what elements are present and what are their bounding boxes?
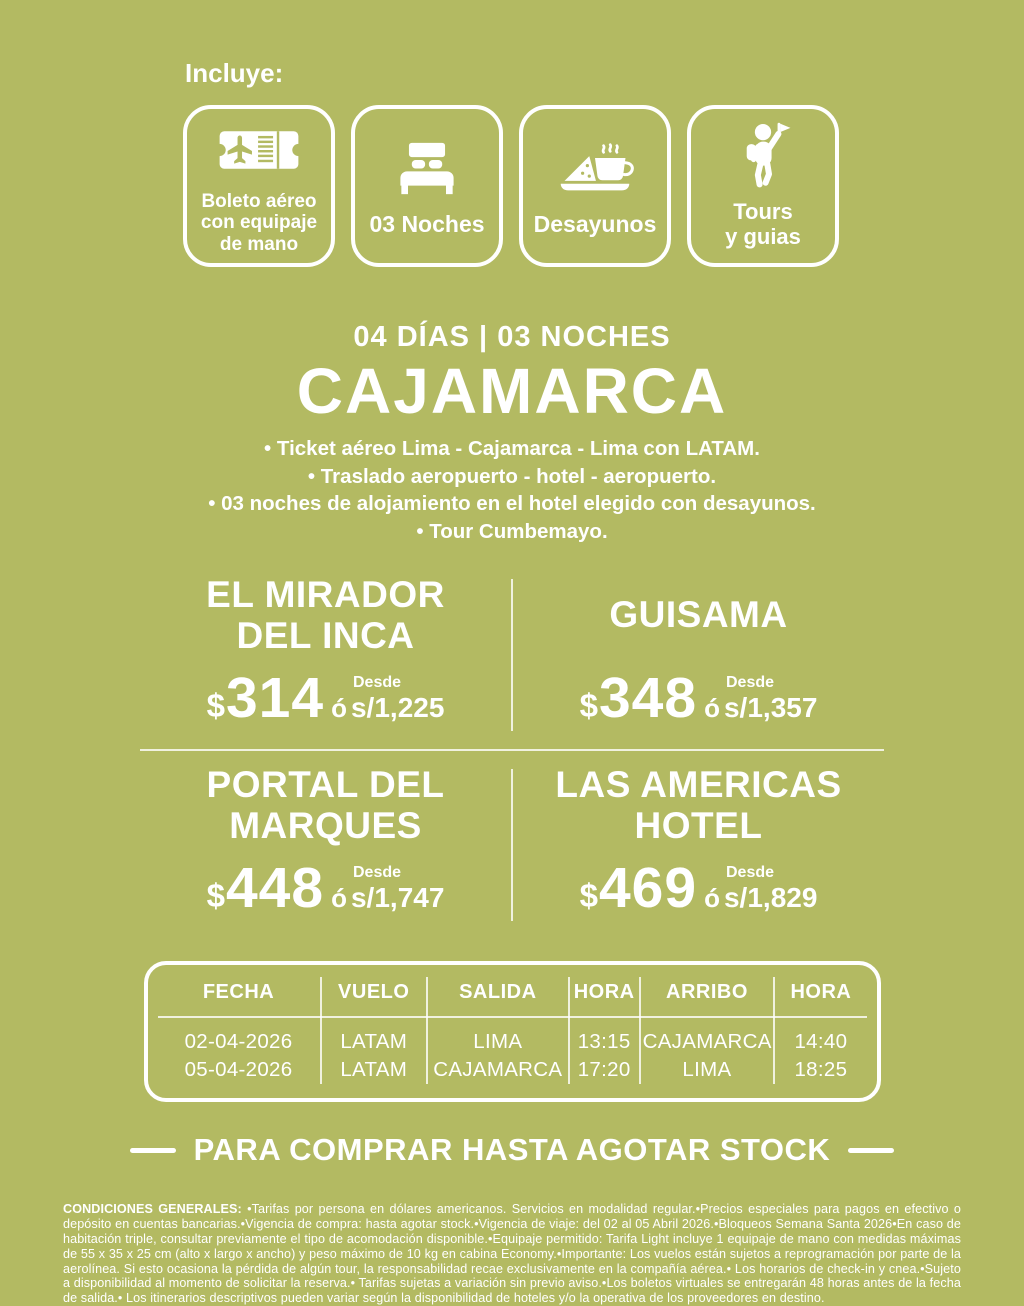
flight-cell-salida: CAJAMARCA (426, 1056, 570, 1085)
desde-label: Desde (352, 864, 402, 882)
currency-symbol: $ (206, 688, 226, 726)
flight-cell-fecha: 02-04-2026 (157, 1017, 322, 1057)
price-usd: $348 (579, 666, 698, 731)
price-or: ó (331, 883, 347, 914)
includes-section: Incluye: (183, 0, 841, 267)
price-pen: s/1,357 (723, 692, 818, 724)
hotels-section: EL MIRADOR DEL INCA $314 ó Desde s/1,225 GU… (140, 565, 884, 935)
col-header-hora-salida: HORA (568, 977, 641, 1019)
flight-cell-arribo: CAJAMARCA (639, 1017, 776, 1057)
flight-cell-salida: LIMA (426, 1017, 570, 1057)
price-pen-block: Desde s/1,357 (724, 675, 817, 722)
hotel-card-guisama: GUISAMA $348 ó Desde s/1,357 (513, 565, 884, 745)
conditions-text: •Tarifas por persona en dólares american… (63, 1202, 961, 1306)
flight-cell-arribo: LIMA (639, 1056, 776, 1085)
destination-title: CAJAMARCA (296, 355, 728, 427)
flight-cell-hora-salida: 13:15 (568, 1017, 641, 1057)
hotel-name: EL MIRADOR DEL INCA (206, 573, 445, 657)
include-label-flight-ticket: Boleto aéreo con equipaje de mano (200, 191, 318, 255)
price-or: ó (331, 693, 347, 724)
hotel-price: $448 ó Desde s/1,747 (207, 855, 445, 921)
price-pen: s/1,747 (350, 882, 445, 914)
flight-cell-hora-arribo: 14:40 (794, 1030, 848, 1054)
price-usd: $448 (206, 856, 325, 921)
plane-ticket-icon (216, 117, 302, 182)
flight-table: FECHA VUELO SALIDA HORA ARRIBO HORA 02-0… (157, 977, 867, 1085)
flight-cell-vuelo: LATAM (320, 1017, 428, 1057)
flight-row-outbound: 02-04-2026 LATAM LIMA 13:15 CAJAMARCA 14… (157, 1017, 867, 1057)
col-header-hora-arribo: HORA (774, 977, 867, 1019)
bed-icon (389, 135, 465, 203)
includes-title: Incluye: (185, 58, 284, 88)
hotel-name: PORTAL DEL MARQUES (206, 763, 445, 847)
col-header-arribo: ARRIBO (639, 977, 776, 1019)
currency-symbol: $ (579, 878, 599, 916)
bullet-item: • Traslado aeropuerto - hotel - aeropuer… (307, 464, 717, 488)
bullet-item: • Tour Cumbemayo. (416, 519, 608, 543)
includes-boxes: Boleto aéreo con equipaje de mano 03 Noc… (183, 105, 841, 267)
price-pen-block: Desde s/1,829 (724, 865, 817, 912)
horizontal-divider (140, 749, 884, 752)
include-label-nights: 03 Noches (369, 210, 485, 237)
col-header-vuelo: VUELO (320, 977, 428, 1019)
price-pen: s/1,829 (723, 882, 818, 914)
hotel-name: LAS AMERICAS HOTEL (555, 763, 842, 847)
trip-duration: 04 DÍAS | 03 NOCHES (353, 321, 671, 353)
col-header-salida: SALIDA (426, 977, 570, 1019)
flight-schedule-panel: FECHA VUELO SALIDA HORA ARRIBO HORA 02-0… (143, 961, 881, 1103)
price-pen: s/1,225 (350, 692, 445, 724)
price-pen-block: Desde s/1,747 (351, 865, 444, 912)
tour-guide-icon (733, 122, 793, 191)
include-box-breakfast: Desayunos (519, 105, 671, 267)
hero-section: 04 DÍAS | 03 NOCHES CAJAMARCA • Ticket a… (0, 321, 1024, 545)
cta-dash-right (848, 1147, 895, 1153)
cta-banner: PARA COMPRAR HASTA AGOTAR STOCK (0, 1132, 1024, 1168)
price-or: ó (704, 883, 720, 914)
flight-row-return: 05-04-2026 LATAM CAJAMARCA 17:20 LIMA 18… (157, 1056, 867, 1085)
hotel-card-portal-del-marques: PORTAL DEL MARQUES $448 ó Desde s/1,747 (140, 755, 511, 935)
flight-cell-vuelo: LATAM (320, 1056, 428, 1085)
flight-table-header-row: FECHA VUELO SALIDA HORA ARRIBO HORA (157, 977, 867, 1019)
flight-cell-hora-salida: 17:20 (568, 1056, 641, 1085)
flight-cell-hora-arribo: 18:25 (794, 1058, 848, 1082)
conditions-label: CONDICIONES GENERALES: (63, 1202, 242, 1217)
vertical-divider (511, 579, 513, 732)
vertical-divider (511, 769, 513, 922)
include-label-tours: Tours y guias (725, 198, 801, 249)
hotel-card-el-mirador: EL MIRADOR DEL INCA $314 ó Desde s/1,225 (140, 565, 511, 745)
general-conditions: CONDICIONES GENERALES: •Tarifas por pers… (63, 1202, 961, 1306)
hotel-row: EL MIRADOR DEL INCA $314 ó Desde s/1,225 GU… (140, 565, 884, 745)
desde-label: Desde (725, 674, 775, 692)
price-usd: $469 (579, 856, 698, 921)
hotel-name: GUISAMA (609, 594, 788, 636)
currency-symbol: $ (206, 878, 226, 916)
col-header-fecha: FECHA (157, 977, 322, 1019)
bullet-item: • 03 noches de alojamiento en el hotel e… (208, 492, 816, 516)
desde-label: Desde (352, 674, 402, 692)
price-usd: $314 (206, 666, 325, 731)
include-label-breakfast: Desayunos (533, 210, 657, 237)
hotel-price: $469 ó Desde s/1,829 (580, 855, 818, 921)
include-box-tours: Tours y guias (687, 105, 839, 267)
hotel-price: $348 ó Desde s/1,357 (580, 665, 818, 731)
flight-cell-fecha: 05-04-2026 (157, 1056, 322, 1085)
cta-text: PARA COMPRAR HASTA AGOTAR STOCK (193, 1132, 831, 1168)
bullet-item: • Ticket aéreo Lima - Cajamarca - Lima c… (264, 437, 760, 461)
price-or: ó (704, 693, 720, 724)
include-box-nights: 03 Noches (351, 105, 503, 267)
package-bullets: • Ticket aéreo Lima - Cajamarca - Lima c… (0, 435, 1024, 545)
cta-dash-left (129, 1147, 176, 1153)
include-box-flight-ticket: Boleto aéreo con equipaje de mano (183, 105, 335, 267)
hotel-card-las-americas: LAS AMERICAS HOTEL $469 ó Desde s/1,829 (513, 755, 884, 935)
desde-label: Desde (725, 864, 775, 882)
breakfast-icon (555, 135, 635, 203)
price-pen-block: Desde s/1,225 (351, 675, 444, 722)
hotel-row: PORTAL DEL MARQUES $448 ó Desde s/1,747 LAS… (140, 755, 884, 935)
currency-symbol: $ (579, 688, 599, 726)
hotel-price: $314 ó Desde s/1,225 (207, 665, 445, 731)
